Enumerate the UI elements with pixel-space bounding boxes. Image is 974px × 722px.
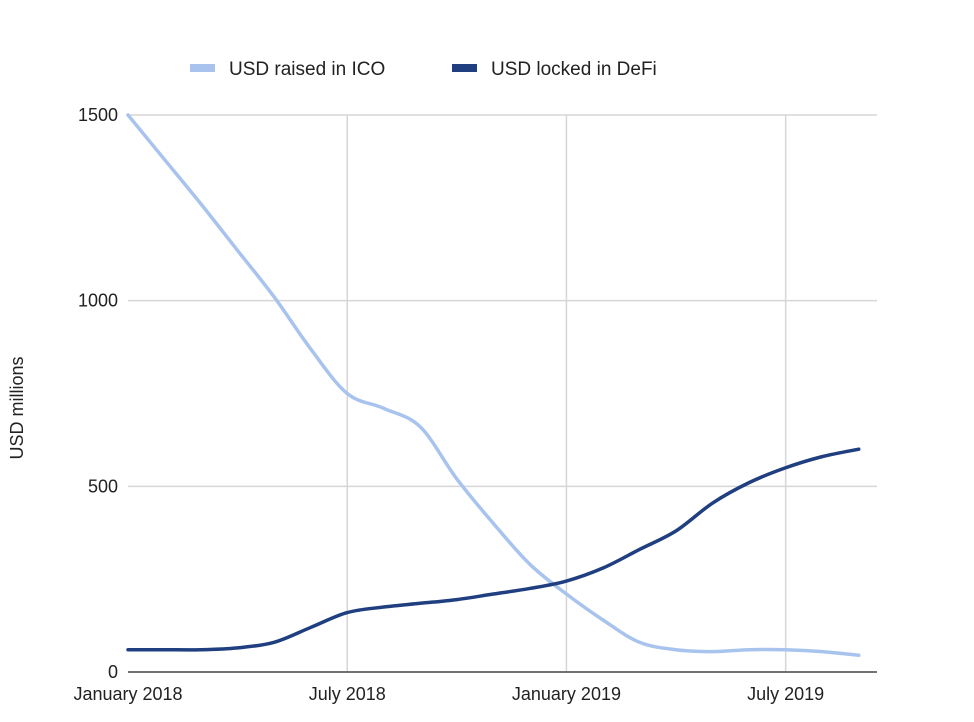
legend-item-usd-raised-in-ico: USD raised in ICO bbox=[190, 59, 385, 80]
legend-label: USD raised in ICO bbox=[229, 59, 385, 80]
x-tick-label: January 2018 bbox=[73, 684, 182, 704]
legend-swatch bbox=[190, 64, 215, 72]
series-line-usd-locked-in-defi bbox=[126, 447, 861, 652]
y-tick-label: 1000 bbox=[78, 291, 118, 311]
x-tick-label: July 2019 bbox=[747, 684, 824, 704]
grid bbox=[128, 114, 877, 672]
y-tick-label: 500 bbox=[88, 476, 118, 496]
legend-swatch bbox=[452, 64, 477, 72]
x-tick-label: January 2019 bbox=[512, 684, 621, 704]
y-tick-label: 1500 bbox=[78, 105, 118, 125]
series-line-usd-raised-in-ico bbox=[126, 113, 861, 658]
series-lines bbox=[126, 113, 861, 658]
x-axis: January 2018 July 2018 January 2019 July 20… bbox=[73, 671, 877, 704]
legend-item-usd-locked-in-defi: USD locked in DeFi bbox=[452, 59, 657, 80]
x-tick-label: July 2018 bbox=[309, 684, 386, 704]
y-axis-label: USD millions bbox=[7, 356, 27, 459]
legend-label: USD locked in DeFi bbox=[491, 59, 657, 80]
y-axis: 0 500 1000 1500 bbox=[78, 105, 118, 682]
legend: USD raised in ICO USD locked in DeFi bbox=[190, 59, 657, 80]
y-tick-label: 0 bbox=[108, 662, 118, 682]
